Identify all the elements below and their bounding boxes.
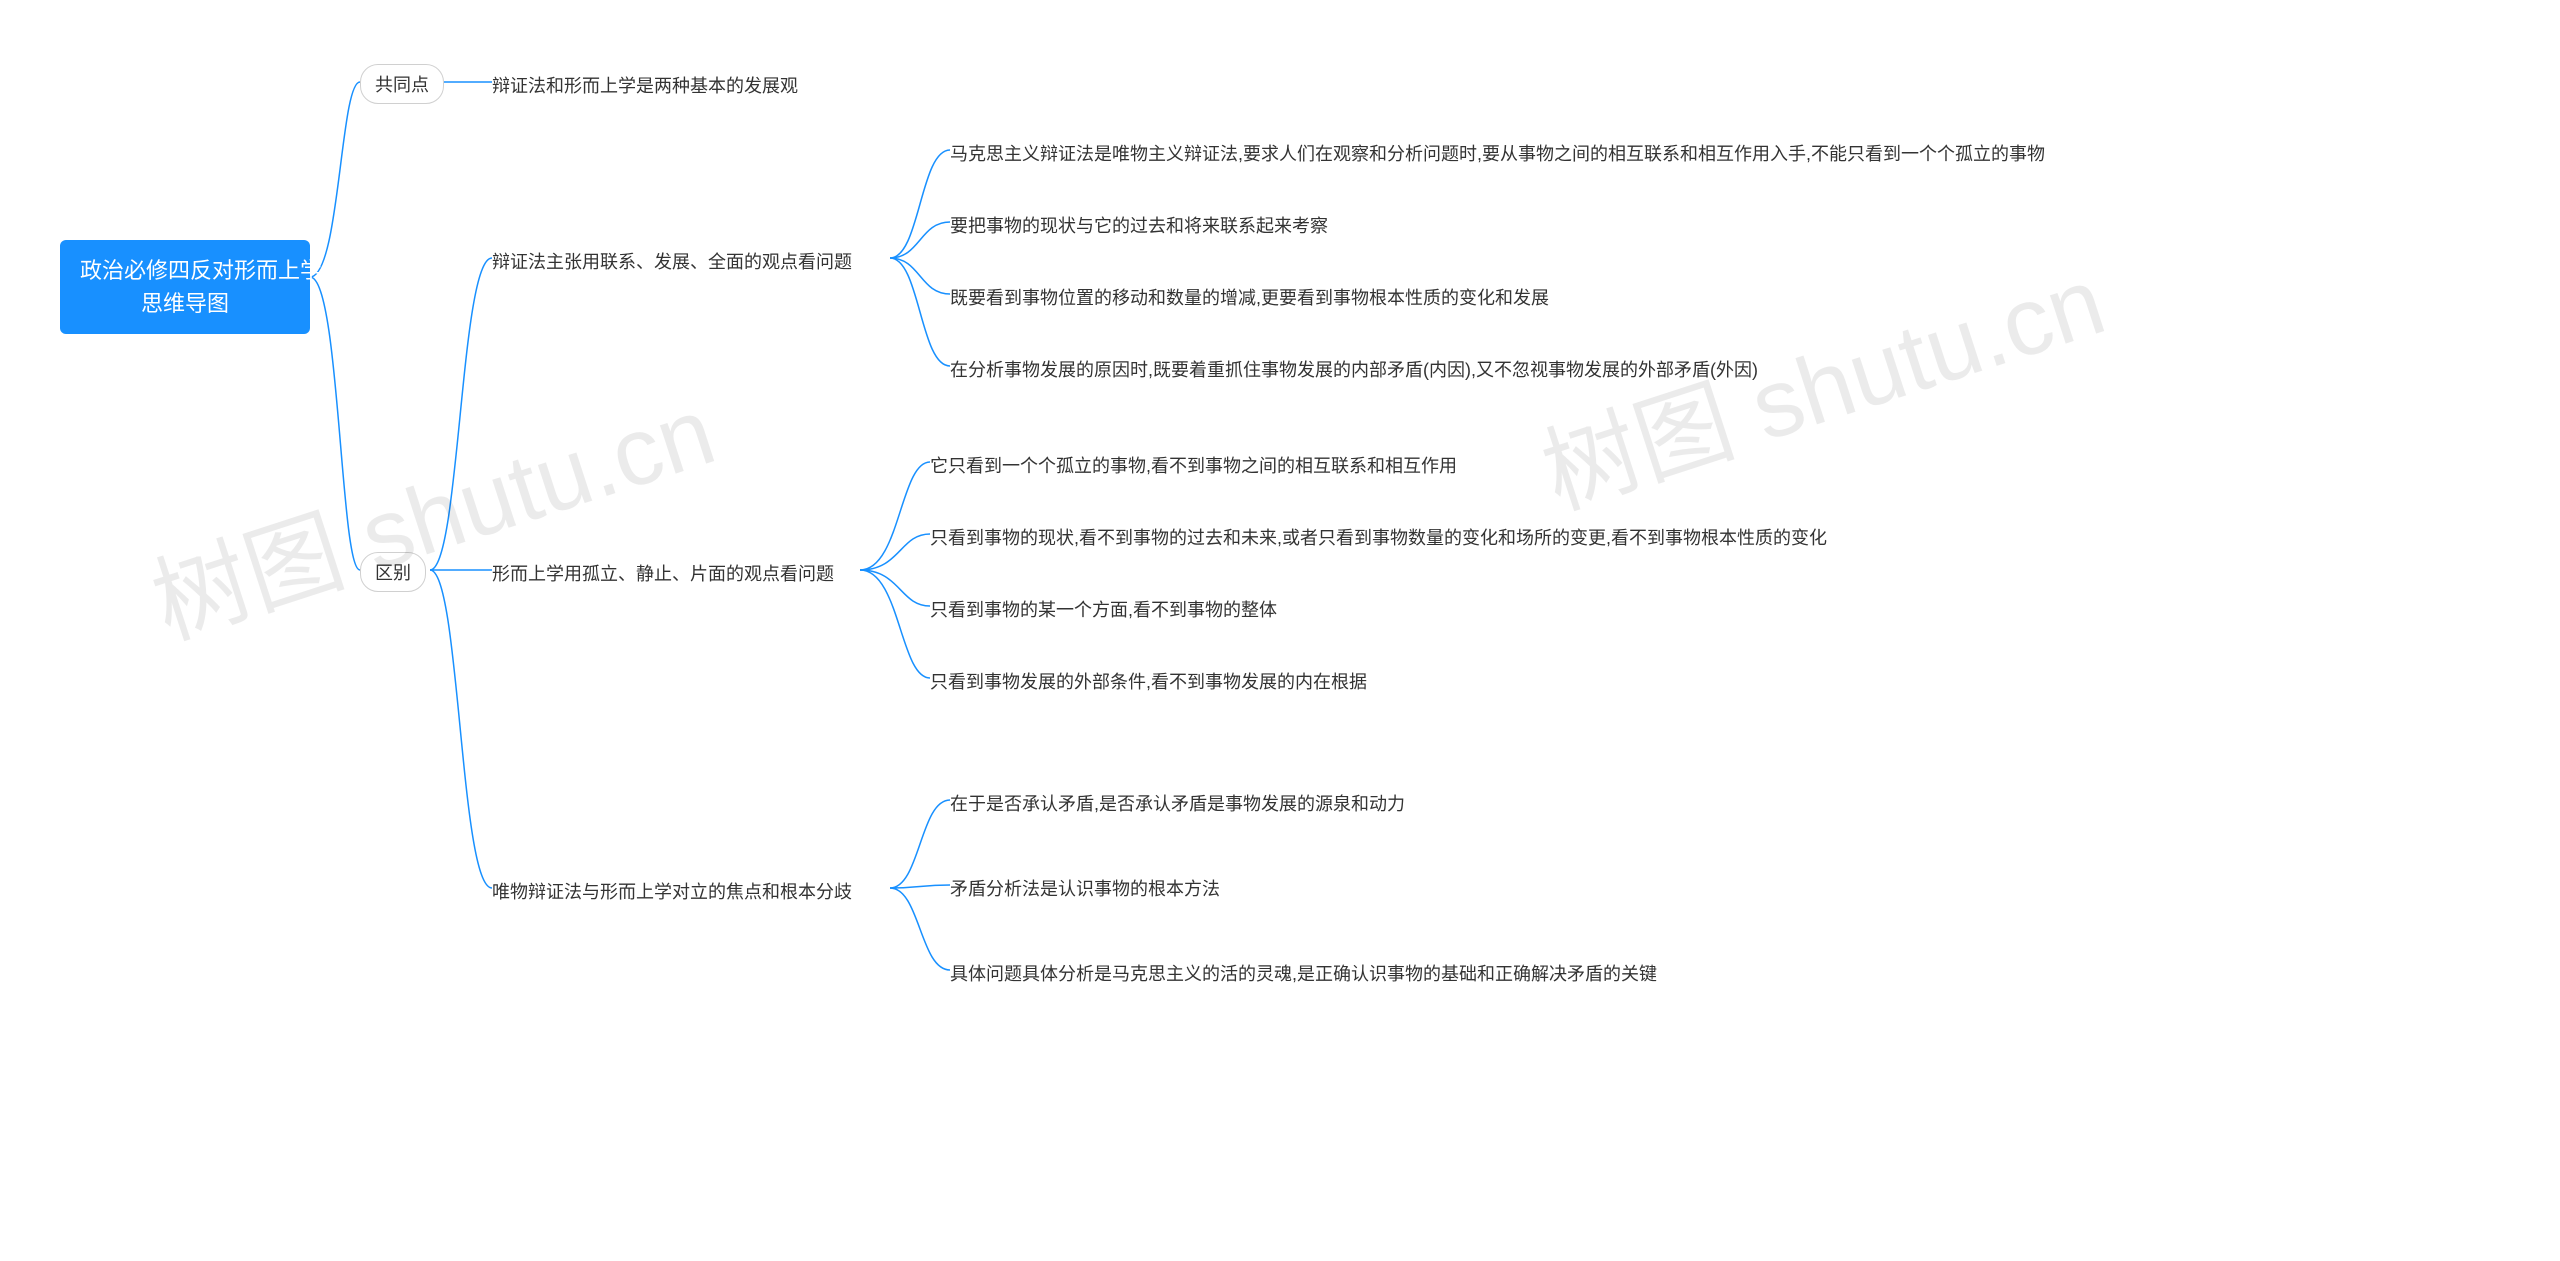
watermark-1: 树图 shutu.cn: [133, 354, 729, 666]
branch-diff-label: 区别: [375, 563, 411, 583]
leaf-s2-l2[interactable]: 只看到事物的现状,看不到事物的过去和未来,或者只看到事物数量的变化和场所的变更,…: [930, 522, 1827, 552]
root-line2: 思维导图: [141, 291, 229, 316]
leaf-s1-l2[interactable]: 要把事物的现状与它的过去和将来联系起来考察: [950, 210, 1328, 240]
sub-focus[interactable]: 唯物辩证法与形而上学对立的焦点和根本分歧: [492, 876, 852, 906]
leaf-s3-l3[interactable]: 具体问题具体分析是马克思主义的活的灵魂,是正确认识事物的基础和正确解决矛盾的关键: [950, 958, 1657, 988]
branch-diff[interactable]: 区别: [360, 552, 426, 592]
leaf-s2-l3[interactable]: 只看到事物的某一个方面,看不到事物的整体: [930, 594, 1277, 624]
leaf-b1-l1[interactable]: 辩证法和形而上学是两种基本的发展观: [492, 70, 798, 100]
leaf-s1-l3[interactable]: 既要看到事物位置的移动和数量的增减,更要看到事物根本性质的变化和发展: [950, 282, 1549, 312]
sub-dialectics[interactable]: 辩证法主张用联系、发展、全面的观点看问题: [492, 246, 852, 276]
branch-common-label: 共同点: [375, 75, 429, 95]
sub-metaphysics[interactable]: 形而上学用孤立、静止、片面的观点看问题: [492, 558, 834, 588]
leaf-s1-l4[interactable]: 在分析事物发展的原因时,既要着重抓住事物发展的内部矛盾(内因),又不忽视事物发展…: [950, 354, 1758, 384]
leaf-s1-l1[interactable]: 马克思主义辩证法是唯物主义辩证法,要求人们在观察和分析问题时,要从事物之间的相互…: [950, 138, 2045, 168]
leaf-s2-l1[interactable]: 它只看到一个个孤立的事物,看不到事物之间的相互联系和相互作用: [930, 450, 1457, 480]
leaf-s3-l2[interactable]: 矛盾分析法是认识事物的根本方法: [950, 873, 1220, 903]
branch-common[interactable]: 共同点: [360, 64, 444, 104]
leaf-s3-l1[interactable]: 在于是否承认矛盾,是否承认矛盾是事物发展的源泉和动力: [950, 788, 1405, 818]
root-node[interactable]: 政治必修四反对形而上学 思维导图: [60, 240, 310, 334]
mindmap-canvas: 政治必修四反对形而上学 思维导图 共同点 辩证法和形而上学是两种基本的发展观 区…: [0, 0, 2560, 1261]
connectors-svg: [0, 0, 2560, 1261]
leaf-s2-l4[interactable]: 只看到事物发展的外部条件,看不到事物发展的内在根据: [930, 666, 1367, 696]
root-line1: 政治必修四反对形而上学: [80, 258, 322, 283]
